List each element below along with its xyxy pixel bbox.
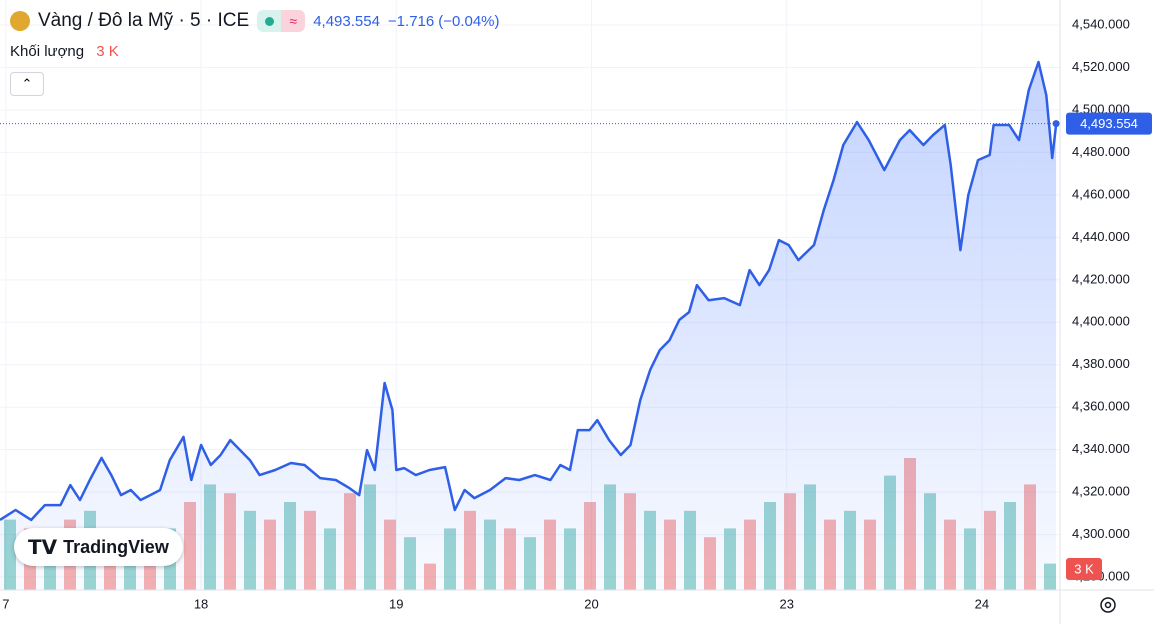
volume-tag-label: 3 K — [1074, 561, 1094, 576]
y-tick-label: 4,360.000 — [1072, 399, 1130, 414]
logo[interactable]: 𝗧𝗩 TradingView — [14, 528, 183, 566]
x-tick-label: 19 — [389, 596, 403, 611]
y-tick-label: 4,520.000 — [1072, 59, 1130, 74]
volume-title: Khối lượng — [10, 43, 85, 60]
last-price-label: 4,493.554 — [1080, 116, 1138, 131]
y-tick-label: 4,400.000 — [1072, 314, 1130, 329]
y-tick-label: 4,300.000 — [1072, 526, 1130, 541]
collapse-button[interactable]: ⌃ — [10, 72, 44, 96]
y-tick-label: 4,440.000 — [1072, 229, 1130, 244]
last-price: 4,493.554 — [313, 12, 380, 30]
last-point — [1052, 120, 1060, 128]
market-open — [257, 10, 282, 32]
volume-legend: Khối lượng 3 K — [10, 43, 119, 60]
volume-value: 3 K — [96, 43, 119, 60]
x-tick-label: 18 — [194, 596, 208, 611]
area-fill — [0, 62, 1057, 590]
status-badges: ≈ — [257, 10, 306, 32]
y-tick-label: 4,340.000 — [1072, 441, 1130, 456]
x-tick-label: 24 — [975, 596, 989, 611]
x-tick-label: 20 — [584, 596, 598, 611]
symbol-icon — [10, 11, 30, 31]
y-tick-label: 4,380.000 — [1072, 356, 1130, 371]
y-tick-label: 4,320.000 — [1072, 484, 1130, 499]
change: −1.716 — [387, 12, 435, 30]
change-percent: (−0.04%) — [438, 12, 500, 30]
logo-text: TradingView — [63, 536, 169, 557]
legend-header: Vàng / Đô la Mỹ · 5 · ICE ≈ 4,493.554 −1… — [10, 10, 500, 32]
price-line — [0, 60, 1058, 522]
volume-tag — [1066, 558, 1102, 580]
settings-icon[interactable] — [1100, 597, 1116, 613]
y-tick-label: 4,420.000 — [1072, 271, 1130, 286]
y-tick-label: 4,460.000 — [1072, 186, 1130, 201]
x-tick-label: 7 — [2, 596, 9, 611]
last-price-tag — [1066, 112, 1152, 135]
y-tick-label: 4,540.000 — [1072, 16, 1130, 31]
symbol-title: Vàng / Đô la Mỹ · 5 · ICE — [38, 10, 250, 31]
y-tick-label: 4,480.000 — [1072, 144, 1130, 159]
x-tick-label: 23 — [779, 596, 793, 611]
data-badge: ≈ — [281, 10, 306, 32]
